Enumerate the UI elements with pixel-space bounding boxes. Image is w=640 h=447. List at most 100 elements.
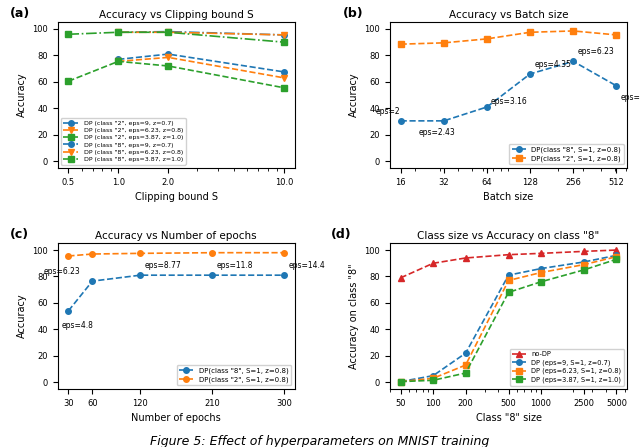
- Line: no-DP: no-DP: [398, 247, 619, 281]
- Line: DP(class "8", S=1, z=0.8): DP(class "8", S=1, z=0.8): [66, 272, 287, 314]
- Text: eps=14.4: eps=14.4: [288, 261, 325, 270]
- no-DP: [580, 249, 588, 254]
- DP(class "8", S=1, z=0.8): [440, 118, 447, 123]
- no-DP: [505, 252, 513, 257]
- Y-axis label: Accuracy: Accuracy: [17, 73, 27, 118]
- Text: eps=2.43: eps=2.43: [419, 128, 456, 137]
- Legend: DP(class "8", S=1, z=0.8), DP(class "2", S=1, z=0.8): DP(class "8", S=1, z=0.8), DP(class "2",…: [509, 143, 624, 164]
- Line: DP (class "2", eps=6.23, z=0.8): DP (class "2", eps=6.23, z=0.8): [116, 55, 287, 80]
- DP (eps=9, S=1, z=0.7): [537, 266, 545, 271]
- no-DP: [397, 275, 404, 281]
- DP (eps=9, S=1, z=0.7): [462, 350, 470, 356]
- DP (eps=6.23, S=1, z=0.8): [537, 270, 545, 275]
- DP (eps=3.87, S=1, z=1.0): [580, 267, 588, 273]
- Text: (a): (a): [10, 7, 30, 20]
- Title: Accuracy vs Number of epochs: Accuracy vs Number of epochs: [95, 231, 257, 241]
- Line: DP(class "8", S=1, z=0.8): DP(class "8", S=1, z=0.8): [398, 59, 619, 124]
- DP(class "8", S=1, z=0.8): [209, 273, 216, 278]
- no-DP: [429, 261, 437, 266]
- DP (eps=6.23, S=1, z=0.8): [505, 278, 513, 283]
- DP(class "2", S=1, z=0.8): [280, 250, 288, 255]
- Y-axis label: Accuracy: Accuracy: [17, 294, 27, 338]
- DP (class "8", eps=3.87, z=1.0): [164, 30, 172, 35]
- Text: eps=11.8: eps=11.8: [216, 261, 253, 270]
- Text: eps=4.35: eps=4.35: [534, 60, 571, 69]
- DP (class "8", eps=9, z=0.7): [280, 32, 288, 38]
- DP(class "2", S=1, z=0.8): [483, 36, 491, 42]
- DP(class "2", S=1, z=0.8): [65, 253, 72, 259]
- DP(class "2", S=1, z=0.8): [136, 251, 144, 256]
- Title: Class size vs Accuracy on class "8": Class size vs Accuracy on class "8": [417, 231, 600, 241]
- DP (eps=9, S=1, z=0.7): [429, 373, 437, 378]
- Text: eps=3.16: eps=3.16: [491, 97, 528, 106]
- Text: eps=9.16: eps=9.16: [621, 93, 640, 102]
- DP(class "2", S=1, z=0.8): [440, 40, 447, 46]
- X-axis label: Batch size: Batch size: [483, 192, 534, 202]
- no-DP: [612, 247, 620, 253]
- Text: eps=2: eps=2: [376, 107, 400, 116]
- Line: DP (class "8", eps=6.23, z=0.8): DP (class "8", eps=6.23, z=0.8): [116, 30, 287, 38]
- Y-axis label: Accuracy: Accuracy: [349, 73, 359, 118]
- DP (eps=9, S=1, z=0.7): [505, 273, 513, 278]
- Y-axis label: Accuracy on class "8": Accuracy on class "8": [349, 263, 359, 369]
- DP (eps=6.23, S=1, z=0.8): [397, 379, 404, 384]
- DP (class "2", eps=3.87, z=1.0): [115, 59, 122, 64]
- DP(class "8", S=1, z=0.8): [397, 118, 404, 123]
- DP (class "8", eps=6.23, z=0.8): [115, 30, 122, 35]
- Text: (d): (d): [330, 228, 351, 240]
- DP(class "8", S=1, z=0.8): [612, 83, 620, 89]
- DP (class "8", eps=6.23, z=0.8): [280, 32, 288, 38]
- DP(class "8", S=1, z=0.8): [483, 104, 491, 110]
- Text: eps=6.23: eps=6.23: [44, 267, 81, 276]
- DP (class "2", eps=6.23, z=0.8): [280, 75, 288, 80]
- DP (class "2", eps=6.23, z=0.8): [164, 55, 172, 60]
- DP (eps=9, S=1, z=0.7): [580, 259, 588, 265]
- DP(class "8", S=1, z=0.8): [280, 273, 288, 278]
- DP (class "2", eps=9, z=0.7): [115, 57, 122, 62]
- Line: DP (eps=3.87, S=1, z=1.0): DP (eps=3.87, S=1, z=1.0): [398, 257, 619, 384]
- Line: DP(class "2", S=1, z=0.8): DP(class "2", S=1, z=0.8): [398, 28, 619, 47]
- Legend: DP (class "2", eps=9, z=0.7), DP (class "2", eps=6.23, z=0.8), DP (class "2", ep: DP (class "2", eps=9, z=0.7), DP (class …: [61, 118, 186, 164]
- DP (class "8", eps=9, z=0.7): [164, 29, 172, 34]
- DP (eps=6.23, S=1, z=0.8): [612, 254, 620, 259]
- Legend: no-DP, DP (eps=9, S=1, z=0.7), DP (eps=6.23, S=1, z=0.8), DP (eps=3.87, S=1, z=1: no-DP, DP (eps=9, S=1, z=0.7), DP (eps=6…: [509, 349, 624, 386]
- DP (class "2", eps=6.23, z=0.8): [115, 59, 122, 64]
- DP (class "2", eps=3.87, z=1.0): [280, 85, 288, 90]
- DP (eps=3.87, S=1, z=1.0): [429, 378, 437, 383]
- DP(class "8", S=1, z=0.8): [526, 71, 534, 76]
- Text: Figure 5: Effect of hyperparameters on MNIST training: Figure 5: Effect of hyperparameters on M…: [150, 435, 490, 447]
- Line: DP(class "2", S=1, z=0.8): DP(class "2", S=1, z=0.8): [66, 250, 287, 259]
- Text: (c): (c): [10, 228, 29, 240]
- Line: DP (class "2", eps=9, z=0.7): DP (class "2", eps=9, z=0.7): [116, 51, 287, 75]
- Legend: DP(class "8", S=1, z=0.8), DP(class "2", S=1, z=0.8): DP(class "8", S=1, z=0.8), DP(class "2",…: [177, 365, 291, 385]
- DP(class "8", S=1, z=0.8): [88, 278, 96, 284]
- X-axis label: Class "8" size: Class "8" size: [476, 413, 541, 423]
- DP(class "2", S=1, z=0.8): [88, 251, 96, 257]
- no-DP: [537, 251, 545, 256]
- Line: DP (class "8", eps=9, z=0.7): DP (class "8", eps=9, z=0.7): [116, 29, 287, 38]
- DP (class "8", eps=9, z=0.7): [115, 30, 122, 35]
- DP (class "2", eps=9, z=0.7): [280, 69, 288, 75]
- Title: Accuracy vs Batch size: Accuracy vs Batch size: [449, 10, 568, 20]
- Line: DP (eps=9, S=1, z=0.7): DP (eps=9, S=1, z=0.7): [398, 253, 619, 384]
- no-DP: [462, 255, 470, 261]
- DP(class "2", S=1, z=0.8): [209, 250, 216, 255]
- DP (eps=6.23, S=1, z=0.8): [429, 375, 437, 381]
- DP (eps=3.87, S=1, z=1.0): [397, 379, 404, 384]
- DP(class "2", S=1, z=0.8): [526, 30, 534, 35]
- DP (eps=6.23, S=1, z=0.8): [580, 262, 588, 267]
- DP(class "8", S=1, z=0.8): [570, 59, 577, 64]
- DP (class "8", eps=6.23, z=0.8): [164, 30, 172, 35]
- DP (eps=3.87, S=1, z=1.0): [612, 257, 620, 262]
- Text: eps=6.23: eps=6.23: [577, 47, 614, 56]
- DP (eps=3.87, S=1, z=1.0): [462, 371, 470, 376]
- DP(class "2", S=1, z=0.8): [570, 28, 577, 34]
- DP (class "8", eps=3.87, z=1.0): [115, 30, 122, 35]
- DP(class "2", S=1, z=0.8): [397, 42, 404, 47]
- Line: DP (class "8", eps=3.87, z=1.0): DP (class "8", eps=3.87, z=1.0): [66, 30, 287, 45]
- DP (eps=9, S=1, z=0.7): [397, 379, 404, 384]
- DP(class "2", S=1, z=0.8): [612, 32, 620, 38]
- DP (class "2", eps=9, z=0.7): [164, 51, 172, 57]
- Title: Accuracy vs Clipping bound S: Accuracy vs Clipping bound S: [99, 10, 253, 20]
- X-axis label: Number of epochs: Number of epochs: [131, 413, 221, 423]
